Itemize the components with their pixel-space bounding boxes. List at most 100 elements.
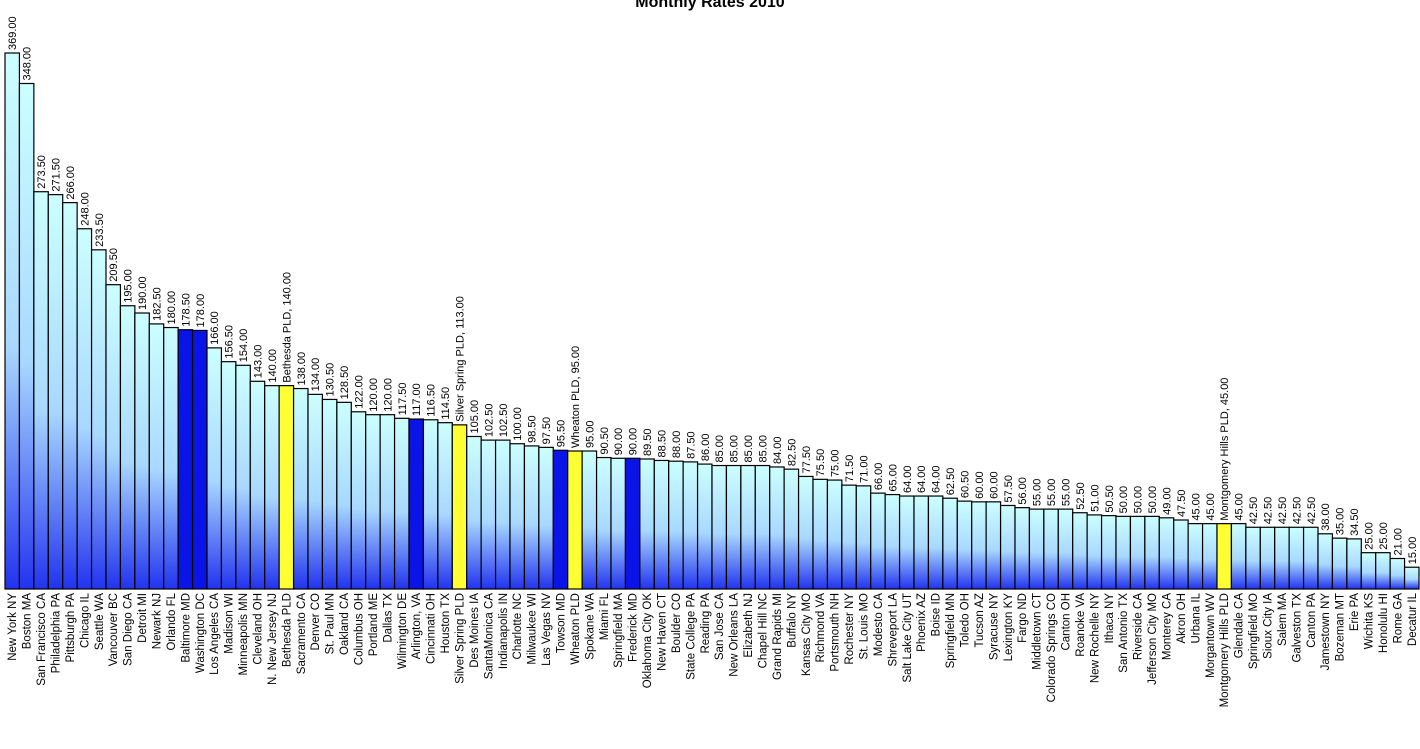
bar — [740, 464, 756, 590]
x-tick-label: Springfield MA — [613, 593, 625, 668]
data-label: 85.00 — [714, 435, 726, 463]
data-label: 21.00 — [1392, 528, 1404, 556]
x-tick-label: Baltimore MD — [180, 593, 192, 663]
x-tick-label: Portland ME — [368, 593, 380, 657]
data-label: 51.00 — [1089, 484, 1101, 512]
x-tick-label: Galveston TX — [1291, 593, 1303, 663]
x-tick-label: Bethesda PLD — [281, 593, 293, 667]
bar — [451, 424, 468, 590]
data-label: 138.00 — [296, 352, 308, 386]
data-label: 117.50 — [397, 382, 409, 415]
data-label: 45.00 — [1205, 493, 1217, 521]
data-label: Montgomery Hills PLD, 45.00 — [1219, 378, 1231, 521]
bar — [76, 228, 93, 590]
x-tick-label: Chapel Hill NC — [758, 593, 770, 668]
bar — [206, 347, 223, 590]
bar — [1144, 515, 1160, 590]
x-tick-label: Akron OH — [1176, 593, 1188, 644]
bar — [783, 468, 800, 590]
bar — [971, 501, 987, 590]
x-tick-label: Frederick MD — [628, 593, 640, 662]
bar — [538, 446, 554, 590]
data-label: 195.00 — [123, 269, 135, 303]
bar — [365, 414, 381, 590]
bar — [393, 417, 410, 590]
bar — [754, 464, 771, 590]
x-tick-label: Canton OH — [1061, 593, 1073, 651]
bar — [942, 497, 958, 590]
bar — [466, 435, 482, 590]
bar — [494, 439, 511, 590]
bar — [235, 364, 251, 590]
data-label: 209.50 — [108, 248, 120, 282]
data-label: 42.50 — [1306, 497, 1318, 525]
data-label: 60.50 — [960, 471, 972, 499]
bar — [33, 191, 49, 590]
x-tick-label: Grand Rapids MI — [772, 593, 784, 680]
data-label: 84.00 — [772, 436, 784, 464]
data-label: 42.50 — [1248, 497, 1260, 525]
x-tick-label: Monterey CA — [1162, 593, 1174, 660]
bar — [711, 464, 728, 590]
data-label: 15.00 — [1407, 537, 1419, 565]
data-label: 130.50 — [325, 363, 337, 397]
bar — [1331, 537, 1348, 590]
data-label: 55.00 — [1046, 479, 1058, 507]
data-label: 95.50 — [556, 420, 568, 448]
bar — [552, 449, 569, 590]
bar — [595, 456, 612, 590]
data-label: 34.50 — [1349, 508, 1361, 536]
data-label: 248.00 — [79, 192, 91, 226]
bar — [134, 312, 150, 590]
x-tick-label: Fargo ND — [1017, 593, 1029, 643]
x-tick-label: Dallas TX — [382, 593, 394, 643]
data-label: 122.00 — [354, 375, 366, 409]
data-label: 45.00 — [1234, 493, 1246, 521]
bar — [1115, 515, 1132, 590]
data-label: 71.00 — [859, 455, 871, 483]
data-label: 47.50 — [1176, 489, 1188, 517]
data-label: 95.00 — [584, 420, 596, 448]
x-tick-label: Canton PA — [1306, 593, 1318, 648]
data-label: 65.00 — [887, 464, 899, 492]
x-tick-label: San Diego CA — [123, 593, 135, 666]
data-label: 49.00 — [1162, 487, 1174, 515]
bar — [567, 450, 583, 590]
data-label: 273.50 — [36, 155, 48, 189]
data-label: 57.50 — [1003, 475, 1015, 503]
data-label: 64.00 — [931, 466, 943, 494]
data-label: 64.00 — [902, 466, 914, 494]
x-tick-labels-layer: New York NY Boston MA San Francisco CA Phil… — [7, 592, 1419, 707]
bar — [105, 284, 122, 590]
x-tick-label: Sacramento CA — [296, 593, 308, 675]
x-tick-label: SantaMonica CA — [483, 593, 495, 680]
x-tick-label: Oakland CA — [339, 593, 351, 655]
data-label: 156.50 — [224, 325, 236, 359]
data-label: 86.00 — [700, 434, 712, 462]
bar — [523, 445, 540, 590]
bar — [725, 464, 742, 590]
bar — [191, 329, 208, 590]
data-label: 105.00 — [469, 400, 481, 434]
x-tick-label: Houston TX — [440, 593, 452, 654]
data-label: 50.00 — [1118, 486, 1130, 514]
x-tick-label: Honolulu HI — [1378, 593, 1390, 653]
chart-title: Monthly Rates 2010 — [635, 0, 784, 11]
data-label: 90.50 — [599, 427, 611, 455]
data-label: 64.00 — [916, 466, 928, 494]
bar — [1201, 523, 1218, 590]
bar — [437, 422, 453, 590]
bar — [163, 326, 179, 590]
x-tick-label: Spokane WA — [584, 593, 596, 660]
bar — [336, 401, 352, 590]
bar — [350, 411, 367, 590]
data-label: 233.50 — [94, 213, 106, 247]
x-tick-label: Colorado Springs CO — [1046, 593, 1058, 702]
data-label: 90.00 — [613, 428, 625, 456]
bar — [581, 450, 598, 590]
bar — [1317, 533, 1334, 590]
x-tick-label: Orlando FL — [166, 592, 178, 650]
x-tick-label: Toledo OH — [960, 593, 972, 647]
x-tick-label: Jefferson City MO — [1147, 593, 1159, 685]
x-tick-label: Portsmouth NH — [830, 593, 842, 672]
